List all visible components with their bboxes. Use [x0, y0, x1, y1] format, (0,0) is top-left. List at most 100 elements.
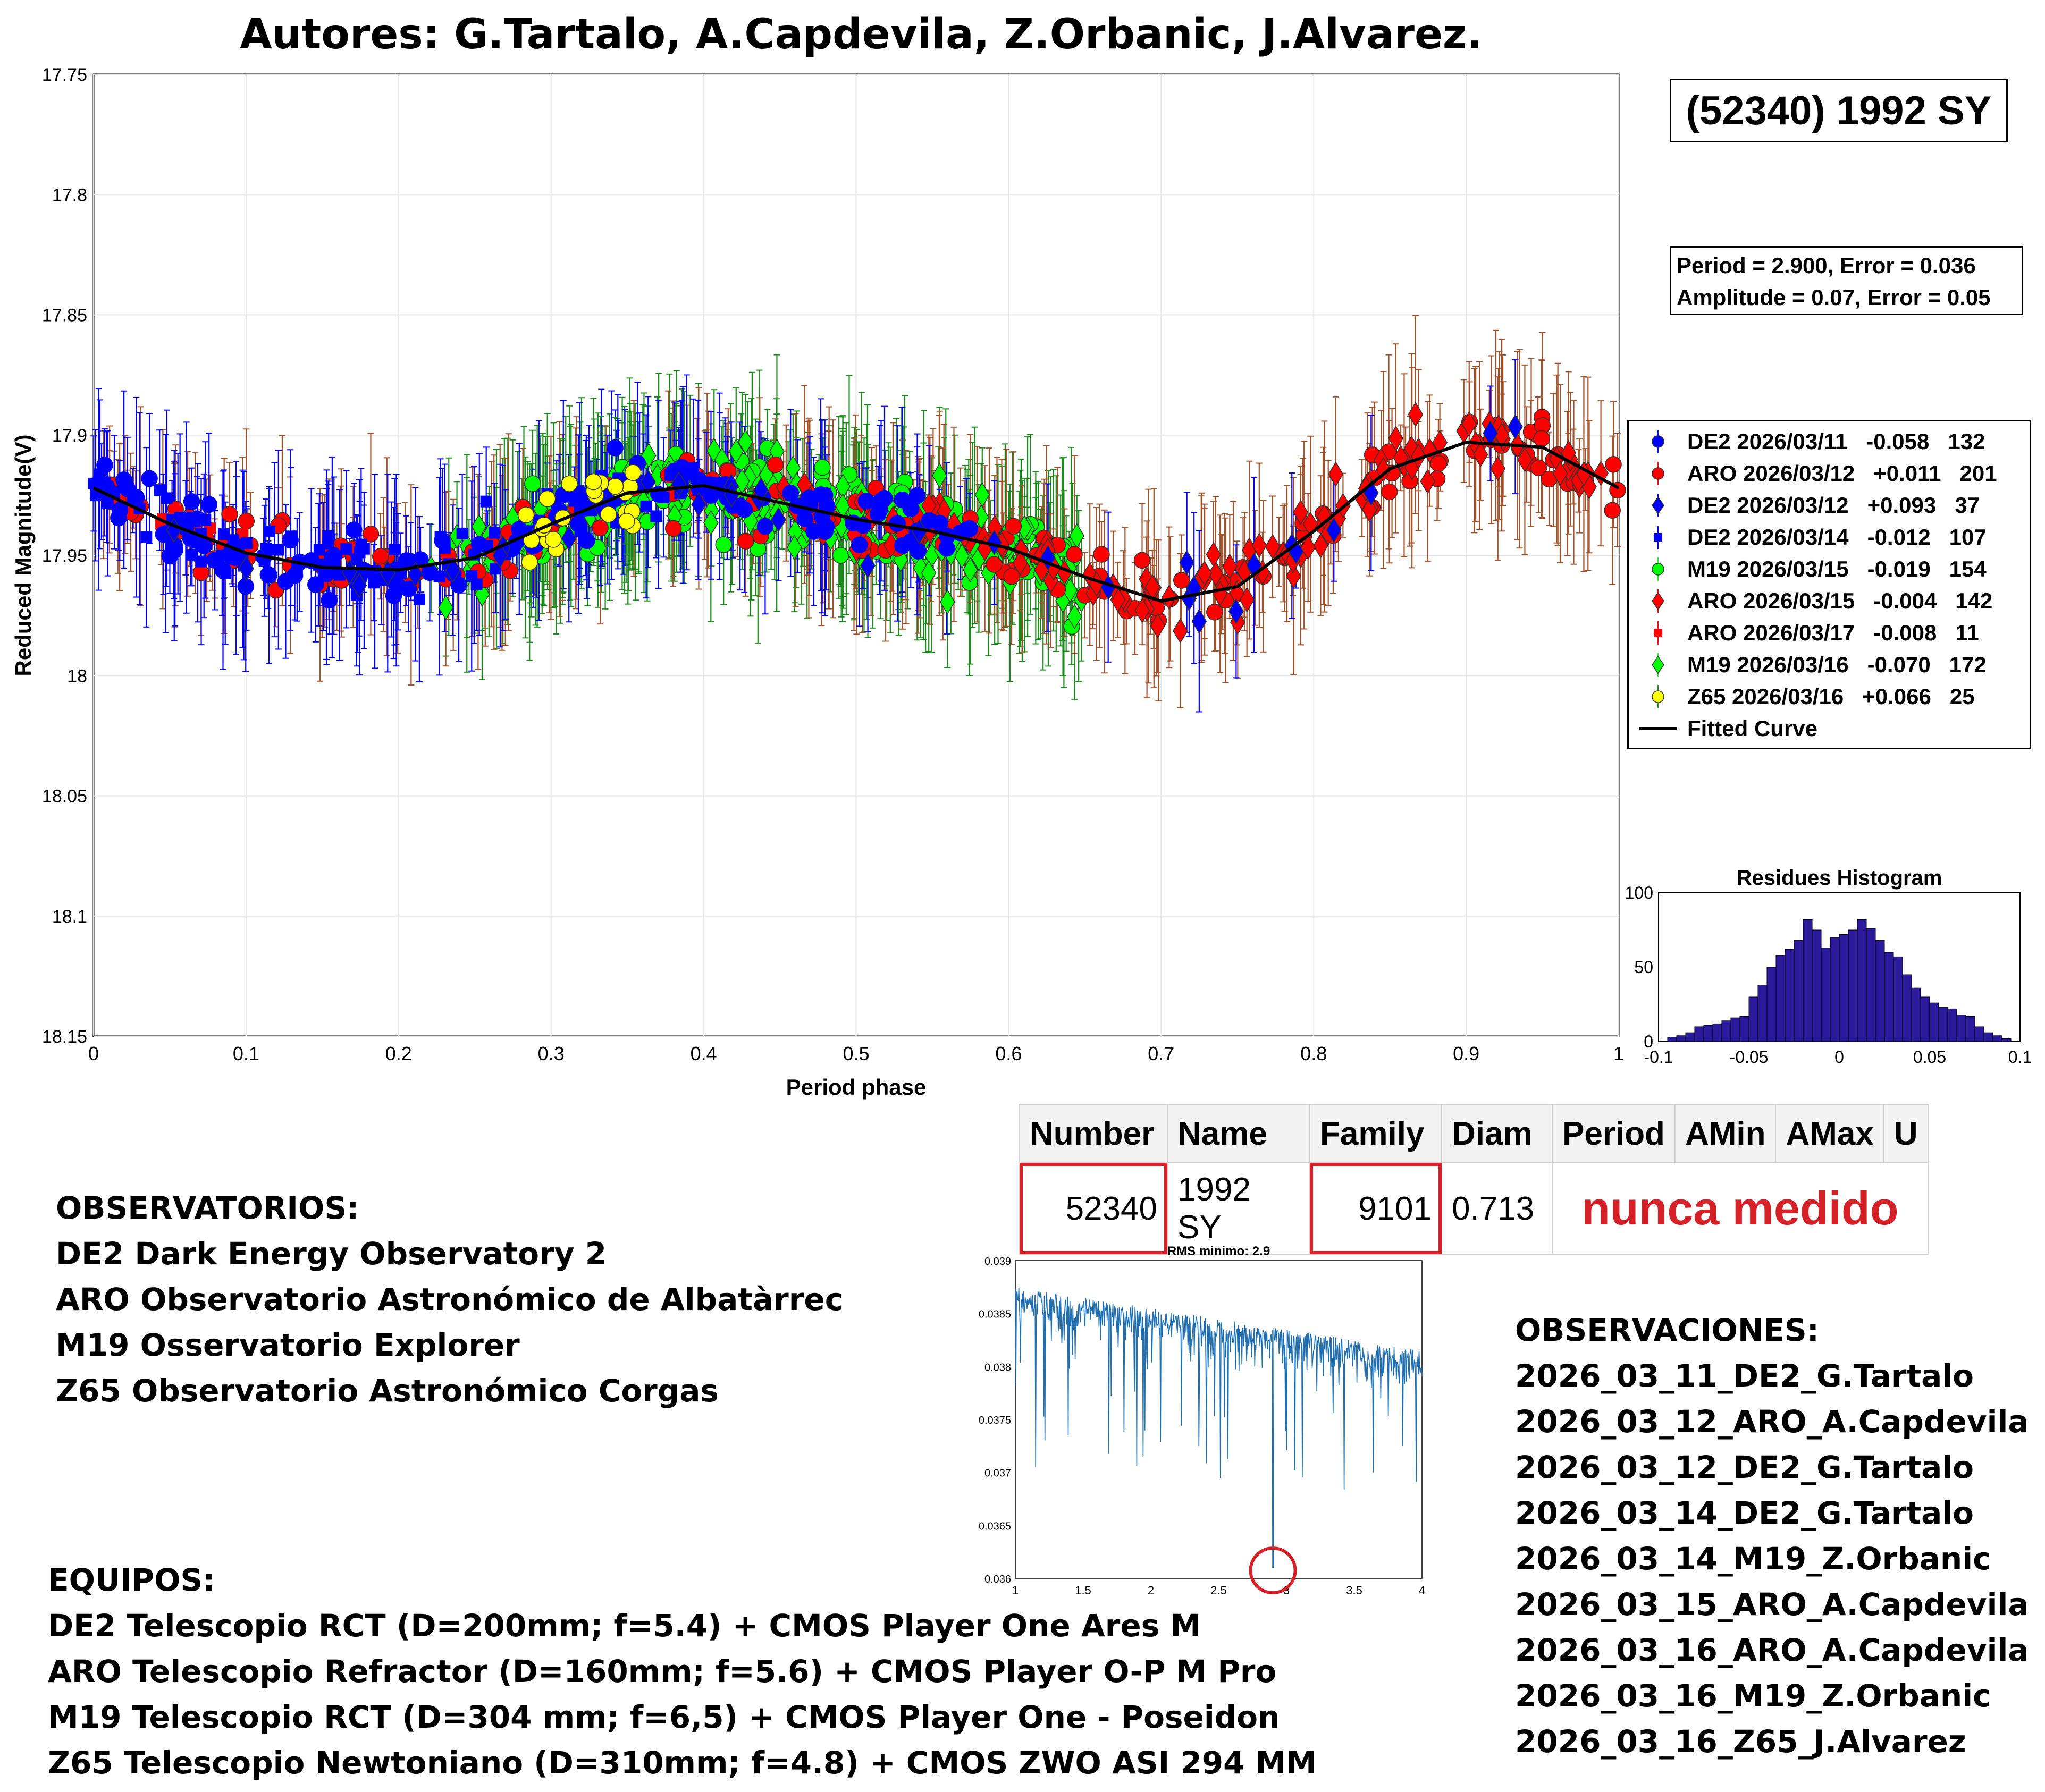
- cell-number: 52340: [1019, 1162, 1168, 1255]
- data-point: [321, 591, 338, 609]
- data-point: [1533, 430, 1550, 447]
- data-point: [154, 484, 166, 496]
- data-point: [1494, 422, 1510, 448]
- data-point: [737, 532, 754, 550]
- equipo-item: Z65 Telescopio Newtoniano (D=310mm; f=4.…: [48, 1745, 1317, 1781]
- observacion-item: 2026_03_11_DE2_G.Tartalo: [1515, 1358, 1974, 1394]
- data-point: [857, 493, 875, 510]
- data-point: [703, 510, 719, 536]
- observacion-item: 2026_03_12_DE2_G.Tartalo: [1515, 1449, 1974, 1485]
- data-point: [102, 497, 114, 509]
- column-header: AMax: [1775, 1104, 1884, 1163]
- data-point: [200, 496, 217, 513]
- data-point: [1388, 426, 1404, 451]
- observaciones-heading: OBSERVACIONES:: [1515, 1312, 1819, 1348]
- data-point: [89, 489, 102, 502]
- data-point: [439, 542, 451, 554]
- data-point: [787, 535, 802, 561]
- legend-marker-icon: [1652, 430, 1664, 453]
- data-point: [492, 543, 508, 569]
- x-tick-label: 1.5: [1075, 1584, 1091, 1597]
- data-point: [1067, 604, 1082, 630]
- data-point: [640, 469, 656, 495]
- x-tick-label: 0.6: [995, 1043, 1022, 1064]
- data-point: [1012, 550, 1028, 576]
- histogram-bar: [1794, 940, 1804, 1042]
- data-point: [217, 528, 230, 540]
- data-point: [119, 480, 136, 497]
- data-point: [272, 544, 284, 556]
- data-point: [538, 490, 556, 508]
- histogram-bar: [1992, 1035, 2002, 1042]
- data-point: [307, 576, 324, 593]
- data-point: [954, 543, 970, 569]
- legend-marker-icon: [1652, 462, 1664, 485]
- data-point: [1313, 532, 1328, 559]
- legend-entry: ARO 2026/03/12 +0.011 201: [1629, 458, 2033, 489]
- data-point: [489, 527, 501, 539]
- histogram-title: Residues Histogram: [1737, 866, 1942, 890]
- histogram-bar: [1956, 1015, 1966, 1042]
- chart-legend: DE2 2026/03/11 -0.058 132 ARO 2026/03/12 …: [1627, 420, 2031, 749]
- legend-label: DE2 2026/03/12 +0.093 37: [1687, 493, 1980, 518]
- histogram-bar: [1703, 1025, 1713, 1042]
- y-tick-label: 0.0375: [979, 1415, 1011, 1426]
- data-point: [259, 566, 277, 584]
- histogram-bar: [1929, 1002, 1939, 1042]
- asteroid-table: Number Name Family Diam Period AMin AMax U 5234…: [1019, 1104, 1929, 1255]
- data-point: [691, 492, 706, 518]
- x-tick-label: 1: [1012, 1584, 1019, 1597]
- legend-entry: ARO 2026/03/15 -0.004 142: [1629, 585, 2033, 617]
- data-point: [141, 470, 158, 487]
- y-tick-label: 0.037: [984, 1468, 1011, 1480]
- data-point: [470, 578, 483, 590]
- legend-entry: DE2 2026/03/12 +0.093 37: [1629, 489, 2033, 521]
- histogram-bar: [1803, 919, 1813, 1042]
- equipos-section: EQUIPOS: DE2 Telescopio RCT (D=200mm; f=…: [48, 1557, 1317, 1786]
- data-point: [368, 577, 380, 589]
- observacion-item: 2026_03_14_M19_Z.Orbanic: [1515, 1541, 1991, 1577]
- y-tick-label: 50: [1634, 958, 1653, 977]
- page-title: Autores: G.Tartalo, A.Capdevila, Z.Orban…: [240, 11, 1483, 58]
- cell-status: nunca medido: [1552, 1162, 1929, 1255]
- periodogram-area: [1015, 1260, 1423, 1579]
- data-point: [658, 491, 670, 503]
- data-point: [237, 528, 249, 540]
- y-axis-label: Reduced Magnitude(V): [11, 434, 36, 676]
- histogram-bar: [1893, 956, 1903, 1042]
- histogram-bar: [1694, 1026, 1704, 1042]
- data-point: [237, 578, 254, 595]
- data-point: [894, 537, 911, 554]
- legend-label: Z65 2026/03/16 +0.066 25: [1687, 684, 1975, 709]
- histogram-bar: [1875, 940, 1885, 1042]
- data-point: [350, 553, 363, 565]
- legend-marker-icon: [1652, 494, 1664, 517]
- data-point: [1316, 504, 1332, 529]
- data-point: [921, 560, 937, 586]
- equipo-item: ARO Telescopio Refractor (D=160mm; f=5.6…: [48, 1653, 1277, 1689]
- data-point: [796, 510, 813, 527]
- y-tick-label: 18: [67, 666, 87, 686]
- y-tick-label: 0.036: [984, 1574, 1011, 1585]
- data-point: [140, 531, 153, 544]
- data-point: [574, 525, 586, 537]
- observacion-item: 2026_03_15_ARO_A.Capdevila: [1515, 1586, 2029, 1622]
- legend-entry: Fitted Curve: [1629, 713, 2033, 745]
- histogram-bar: [1911, 987, 1921, 1042]
- histogram-bar: [1974, 1026, 1984, 1042]
- column-header: Diam: [1441, 1104, 1553, 1163]
- data-point: [1461, 411, 1477, 437]
- column-header: Number: [1019, 1104, 1168, 1163]
- x-tick-label: 0.05: [1913, 1047, 1946, 1067]
- histogram-bar: [2001, 1038, 2012, 1042]
- y-tick-label: 0.038: [984, 1362, 1011, 1373]
- data-point: [98, 476, 111, 488]
- y-tick-label: 18.15: [42, 1027, 87, 1047]
- x-tick-label: 0.3: [538, 1043, 565, 1064]
- observacion-item: 2026_03_16_ARO_A.Capdevila: [1515, 1632, 2029, 1668]
- data-point: [219, 567, 231, 579]
- histogram-bar: [1839, 934, 1849, 1042]
- histogram-bar: [1830, 937, 1840, 1042]
- data-point: [1005, 518, 1022, 535]
- data-point: [851, 536, 868, 554]
